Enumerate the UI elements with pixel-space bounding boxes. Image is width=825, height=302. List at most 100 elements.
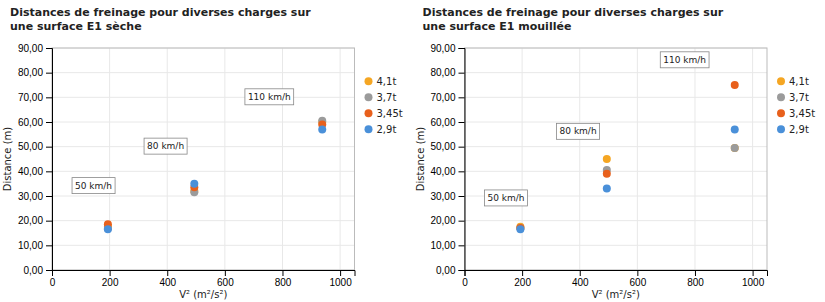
grid-line-x: [694, 48, 695, 270]
grid-line-y: [465, 245, 768, 246]
x-tick: 600: [217, 270, 234, 288]
x-axis-title: V² (m²/s²): [592, 289, 640, 300]
annotation-box: [144, 138, 187, 154]
y-tick-mark: [46, 73, 52, 74]
y-axis-line: [459, 49, 466, 271]
y-tick: 90,00: [430, 43, 464, 54]
annotation: 110 km/h: [245, 89, 294, 105]
y-tick-mark: [46, 245, 52, 246]
legend-item: 2,9t: [777, 124, 809, 135]
annotations: 50 km/h80 km/h110 km/h: [72, 89, 294, 194]
point: [603, 185, 611, 193]
y-tick-label: 30,00: [18, 191, 43, 202]
point: [603, 170, 611, 178]
y-tick-label: 70,00: [430, 92, 455, 103]
grid-line-x: [224, 48, 225, 270]
x-tick-label: 200: [514, 277, 531, 288]
y-tick: 0,00: [24, 265, 52, 276]
y-tick-mark: [46, 221, 52, 222]
annotation-box: [72, 178, 115, 194]
y-tick-label: 60,00: [430, 117, 455, 128]
chart-title-line: une surface E1 sèche: [10, 20, 142, 33]
grid-line-y: [52, 220, 355, 221]
plot-frame: [465, 48, 768, 270]
y-tick-mark: [459, 171, 465, 172]
y-tick: 20,00: [18, 215, 52, 226]
y-tick-label: 50,00: [430, 141, 455, 152]
x-axis: 02004006008001000: [462, 270, 767, 288]
y-tick-label: 10,00: [430, 240, 455, 251]
panel: Distances de freinage pour diverses char…: [415, 6, 816, 300]
plot-frame: [52, 48, 355, 270]
series: [516, 144, 738, 232]
x-tick-mark: [167, 270, 168, 276]
x-tick-label: 600: [217, 277, 234, 288]
y-tick: 90,00: [18, 43, 52, 54]
legend-label: 2,9t: [789, 124, 809, 135]
y-tick-label: 60,00: [18, 117, 43, 128]
y-tick-label: 90,00: [18, 43, 43, 54]
point: [731, 125, 739, 133]
y-tick-label: 20,00: [18, 215, 43, 226]
point: [731, 144, 739, 152]
x-tick-label: 1000: [742, 277, 765, 288]
legend-swatch: [777, 125, 785, 133]
x-tick-mark: [695, 270, 696, 276]
legend-item: 3,7t: [777, 92, 809, 103]
series: [104, 118, 326, 231]
annotation-text: 110 km/h: [248, 92, 291, 102]
y-axis: 0,0010,0020,0030,0040,0050,0060,0070,008…: [430, 43, 465, 276]
grid-line-y: [52, 245, 355, 246]
series: [104, 125, 326, 233]
grid-line-y: [52, 171, 355, 172]
series: [516, 81, 738, 232]
annotation-box: [485, 190, 528, 206]
x-axis-line: [465, 271, 768, 277]
y-tick: 50,00: [430, 141, 464, 152]
legend-swatch: [777, 93, 785, 101]
legend-swatch: [777, 109, 785, 117]
grid-line-y: [52, 146, 355, 147]
annotation: 50 km/h: [485, 190, 528, 206]
y-tick-mark: [459, 147, 465, 148]
point: [603, 155, 611, 163]
annotation-text: 80 km/h: [560, 126, 597, 136]
legend-label: 3,45t: [789, 108, 815, 119]
series: [104, 117, 326, 233]
y-tick-mark: [459, 48, 465, 49]
y-tick: 40,00: [430, 166, 464, 177]
legend-label: 4,1t: [789, 76, 809, 87]
legend-swatch: [365, 93, 373, 101]
y-tick-mark: [459, 122, 465, 123]
x-tick-label: 0: [50, 277, 56, 288]
chart-title-line: une surface E1 mouillée: [423, 20, 572, 33]
series: [516, 125, 738, 233]
x-tick: 200: [514, 270, 531, 288]
grid-line-x: [579, 48, 580, 270]
x-tick-mark: [522, 270, 523, 276]
chart-title: Distances de freinage pour diverses char…: [10, 6, 311, 33]
y-tick-label: 40,00: [430, 166, 455, 177]
y-tick: 10,00: [18, 240, 52, 251]
x-tick: 400: [159, 270, 176, 288]
grid-line-y: [52, 72, 355, 73]
x-tick: 200: [102, 270, 119, 288]
x-tick-mark: [637, 270, 638, 276]
legend-label: 2,9t: [377, 124, 397, 135]
y-tick-label: 30,00: [430, 191, 455, 202]
chart-title-line: Distances de freinage pour diverses char…: [10, 6, 311, 19]
x-tick: 600: [630, 270, 647, 288]
grid-line-y: [465, 72, 768, 73]
x-tick: 800: [275, 270, 292, 288]
y-tick-label: 90,00: [430, 43, 455, 54]
y-axis: 0,0010,0020,0030,0040,0050,0060,0070,008…: [18, 43, 53, 276]
grid-line-y: [465, 97, 768, 98]
annotation: 80 km/h: [557, 123, 600, 139]
y-tick: 30,00: [18, 191, 52, 202]
legend-item: 4,1t: [365, 76, 397, 87]
annotation-text: 50 km/h: [488, 193, 525, 203]
grid-line-x: [282, 48, 283, 270]
annotation: 80 km/h: [144, 138, 187, 154]
y-tick-label: 0,00: [436, 265, 456, 276]
point: [318, 125, 326, 133]
